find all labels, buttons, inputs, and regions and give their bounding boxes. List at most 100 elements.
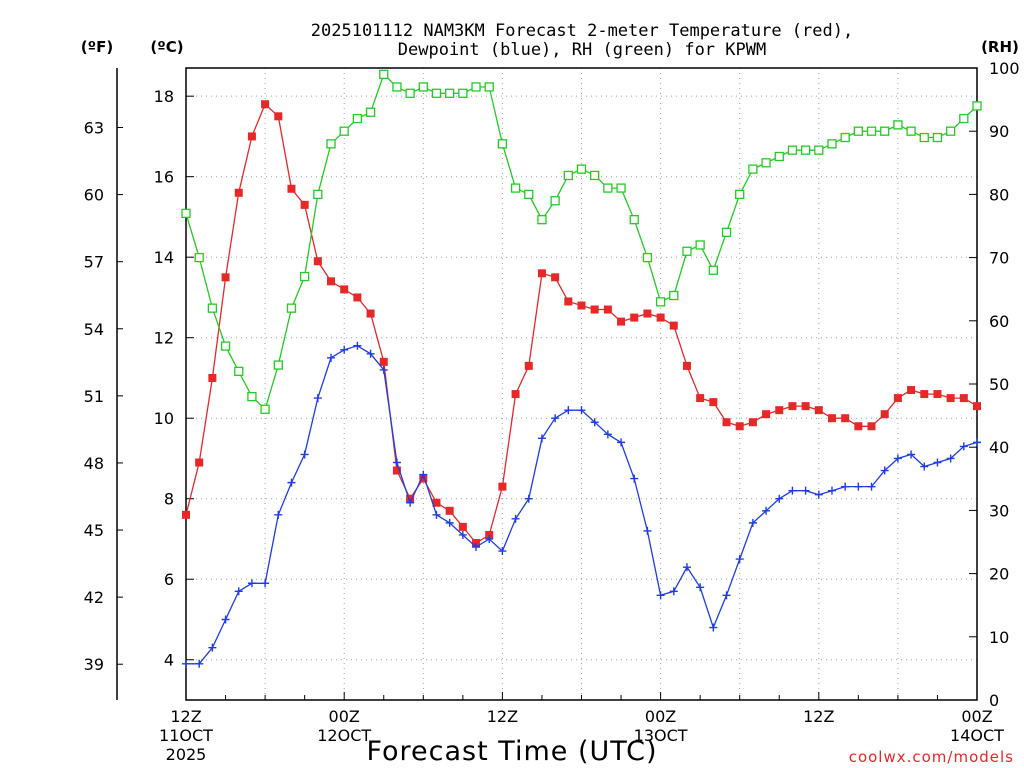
dewpoint-point bbox=[603, 430, 612, 439]
rh-point bbox=[563, 170, 573, 181]
dewpoint-point bbox=[577, 406, 586, 415]
dewpoint-point bbox=[511, 514, 520, 523]
temperature-point bbox=[827, 414, 836, 423]
rh-point bbox=[972, 101, 982, 111]
temperature-point bbox=[340, 285, 349, 294]
rh-point bbox=[326, 139, 336, 149]
temperature-point bbox=[603, 305, 612, 314]
temperature-point bbox=[445, 506, 454, 515]
temperature-point bbox=[524, 361, 533, 370]
rh-tick-label: 20 bbox=[989, 565, 1009, 584]
temperature-point bbox=[247, 132, 256, 141]
temperature-point bbox=[643, 309, 652, 318]
dewpoint-point bbox=[564, 406, 573, 415]
rh-point bbox=[827, 139, 837, 149]
dewpoint-point bbox=[195, 659, 204, 668]
dewpoint-point bbox=[340, 345, 349, 354]
rh-point bbox=[471, 82, 481, 92]
dewpoint-point bbox=[643, 526, 652, 535]
dewpoint-point bbox=[247, 579, 256, 588]
rh-point bbox=[537, 215, 547, 225]
temperature-point bbox=[669, 321, 678, 330]
dewpoint-point bbox=[182, 659, 190, 668]
rh-point bbox=[339, 126, 349, 136]
rh-point bbox=[234, 366, 244, 377]
dewpoint-point bbox=[920, 462, 929, 471]
rh-tick-label: 10 bbox=[989, 628, 1009, 647]
rh-point bbox=[273, 360, 283, 370]
x-tick-label-date: 14OCT bbox=[950, 726, 1004, 745]
rh-point bbox=[458, 88, 468, 98]
x-tick-label-time: 12Z bbox=[487, 707, 518, 726]
rh-tick-label: 70 bbox=[989, 249, 1009, 268]
temperature-point bbox=[630, 313, 639, 322]
rh-point bbox=[642, 252, 653, 263]
dewpoint-point bbox=[669, 587, 678, 596]
dewpoint-point bbox=[748, 518, 757, 527]
chart-title-line1: 2025101112 NAM3KM Forecast 2-meter Tempe… bbox=[311, 21, 853, 41]
temperature-point bbox=[735, 422, 744, 431]
x-tick-label-date: 12OCT bbox=[317, 726, 371, 745]
dewpoint-point bbox=[854, 482, 863, 491]
x-tick-label-time: 00Z bbox=[645, 707, 676, 726]
rh-point bbox=[431, 88, 442, 98]
fahrenheit-tick-label: 48 bbox=[84, 454, 104, 473]
rh-point bbox=[840, 132, 850, 143]
dewpoint-point bbox=[814, 490, 823, 499]
dewpoint-point bbox=[406, 498, 415, 507]
temperature-point bbox=[841, 414, 850, 423]
dewpoint-point bbox=[261, 579, 270, 588]
temperature-point bbox=[564, 297, 573, 306]
temperature-point bbox=[432, 498, 441, 507]
rh-line bbox=[185, 73, 978, 411]
dewpoint-point bbox=[537, 434, 546, 443]
celsius-tick-label: 16 bbox=[154, 168, 174, 187]
dewpoint-point bbox=[419, 470, 428, 479]
dewpoint-point bbox=[221, 615, 230, 624]
dewpoint-point bbox=[735, 555, 744, 564]
dewpoint-point bbox=[801, 486, 810, 495]
grid-layer bbox=[186, 68, 977, 700]
temperature-point bbox=[208, 373, 217, 382]
rh-point bbox=[721, 227, 732, 237]
dewpoint-point bbox=[274, 510, 283, 519]
x-axis-title: Forecast Time (UTC) bbox=[366, 736, 657, 767]
x-tick-label-date: 11OCT bbox=[159, 726, 213, 745]
temperature-point bbox=[379, 357, 388, 366]
temperature-point bbox=[327, 277, 336, 286]
rh-point bbox=[814, 145, 824, 155]
dewpoint-point bbox=[590, 418, 599, 427]
rh-point bbox=[392, 82, 402, 92]
dewpoint-point bbox=[353, 341, 362, 350]
temperature-point bbox=[234, 188, 243, 197]
rh-tick-label: 80 bbox=[989, 185, 1009, 204]
rh-tick-label: 40 bbox=[989, 438, 1009, 457]
dewpoint-point bbox=[959, 442, 968, 451]
temperature-point bbox=[537, 269, 546, 278]
fahrenheit-tick-label: 60 bbox=[84, 186, 104, 205]
temperature-point bbox=[973, 402, 981, 411]
rh-point bbox=[247, 391, 257, 402]
rh-point bbox=[893, 120, 903, 130]
rh-point bbox=[761, 158, 771, 168]
dewpoint-point bbox=[973, 438, 981, 447]
temperature-point bbox=[656, 313, 665, 322]
dewpoint-point bbox=[933, 458, 942, 467]
temperature-point bbox=[617, 317, 626, 326]
dewpoint-point bbox=[788, 486, 797, 495]
temperature-point bbox=[920, 390, 929, 399]
temperature-point bbox=[907, 386, 916, 395]
axis-ticks-layer: 4 6 8 10 12 14 16 18 39 42 45 48 51 54 57 60 63 0 10 20 30 40… bbox=[84, 59, 1020, 764]
dewpoint-point bbox=[313, 394, 322, 403]
celsius-tick-label: 12 bbox=[154, 329, 174, 348]
temperature-point bbox=[182, 510, 190, 519]
temperature-point bbox=[551, 273, 560, 282]
temperature-point bbox=[498, 482, 507, 491]
temperature-point bbox=[195, 458, 204, 467]
dewpoint-point bbox=[208, 643, 217, 652]
celsius-tick-label: 4 bbox=[164, 651, 174, 670]
rh-point bbox=[484, 82, 494, 92]
dewpoint-point bbox=[709, 623, 718, 632]
dewpoint-point bbox=[445, 518, 454, 527]
